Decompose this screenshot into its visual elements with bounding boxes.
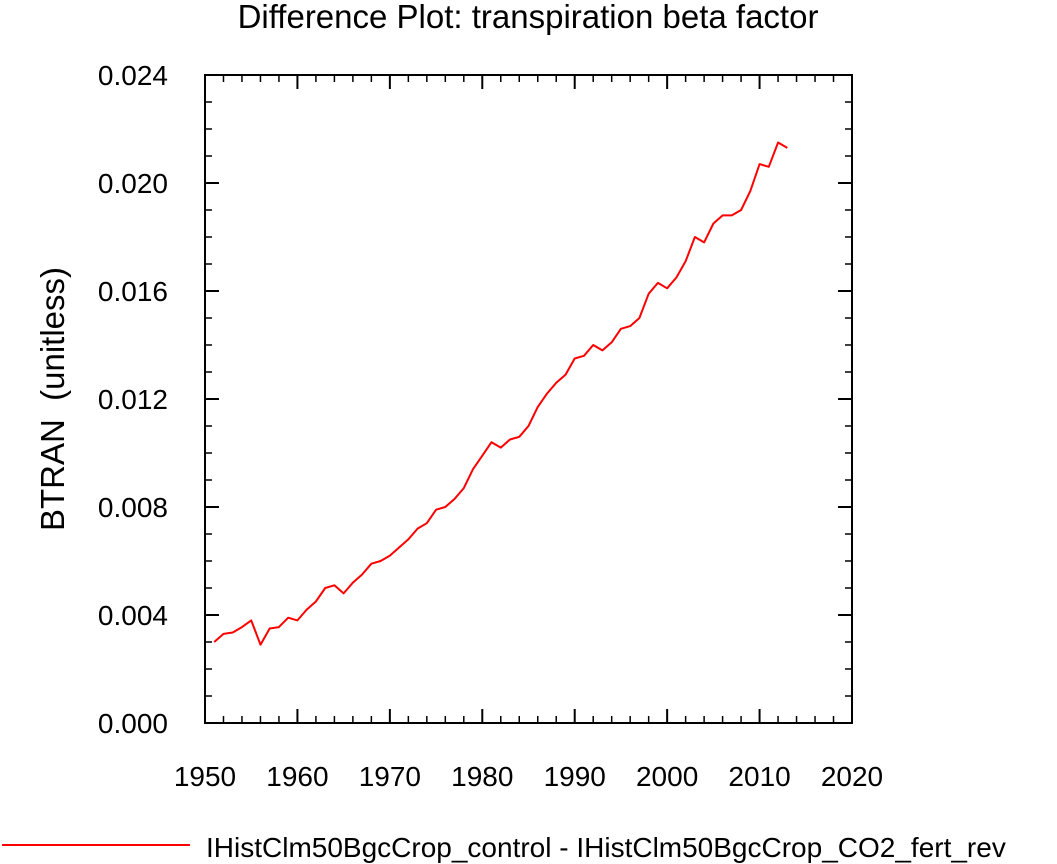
- y-axis-label: BTRAN (unitless): [34, 267, 71, 531]
- x-tick-label: 2010: [728, 761, 790, 792]
- series-line: [213, 141, 788, 646]
- x-tick-label: 1950: [174, 761, 236, 792]
- y-tick-labels: 0.000 0.004 0.008 0.012 0.016 0.020 0.024: [98, 60, 168, 739]
- x-tick-label: 1980: [451, 761, 513, 792]
- plot-frame: [204, 74, 853, 724]
- x-tick-label: 2000: [636, 761, 698, 792]
- legend: IHistClm50BgcCrop_control - IHistClm50Bg…: [2, 832, 1006, 863]
- y-tick-label: 0.024: [98, 60, 168, 91]
- x-tick-label: 1960: [266, 761, 328, 792]
- y-tick-label: 0.016: [98, 276, 168, 307]
- ticks: [204, 74, 853, 724]
- y-tick-label: 0.008: [98, 492, 168, 523]
- x-tick-label: 1990: [544, 761, 606, 792]
- y-tick-label: 0.004: [98, 600, 168, 631]
- x-tick-labels: 1950 1960 1970 1980 1990 2000 2010 2020: [174, 761, 883, 792]
- y-tick-label: 0.000: [98, 708, 168, 739]
- y-tick-label: 0.020: [98, 168, 168, 199]
- series-layer: [213, 141, 788, 646]
- x-tick-label: 1970: [359, 761, 421, 792]
- y-tick-label: 0.012: [98, 384, 168, 415]
- x-tick-label: 2020: [821, 761, 883, 792]
- legend-series-label: IHistClm50BgcCrop_control - IHistClm50Bg…: [206, 832, 1006, 863]
- chart-title: Difference Plot: transpiration beta fact…: [238, 0, 819, 35]
